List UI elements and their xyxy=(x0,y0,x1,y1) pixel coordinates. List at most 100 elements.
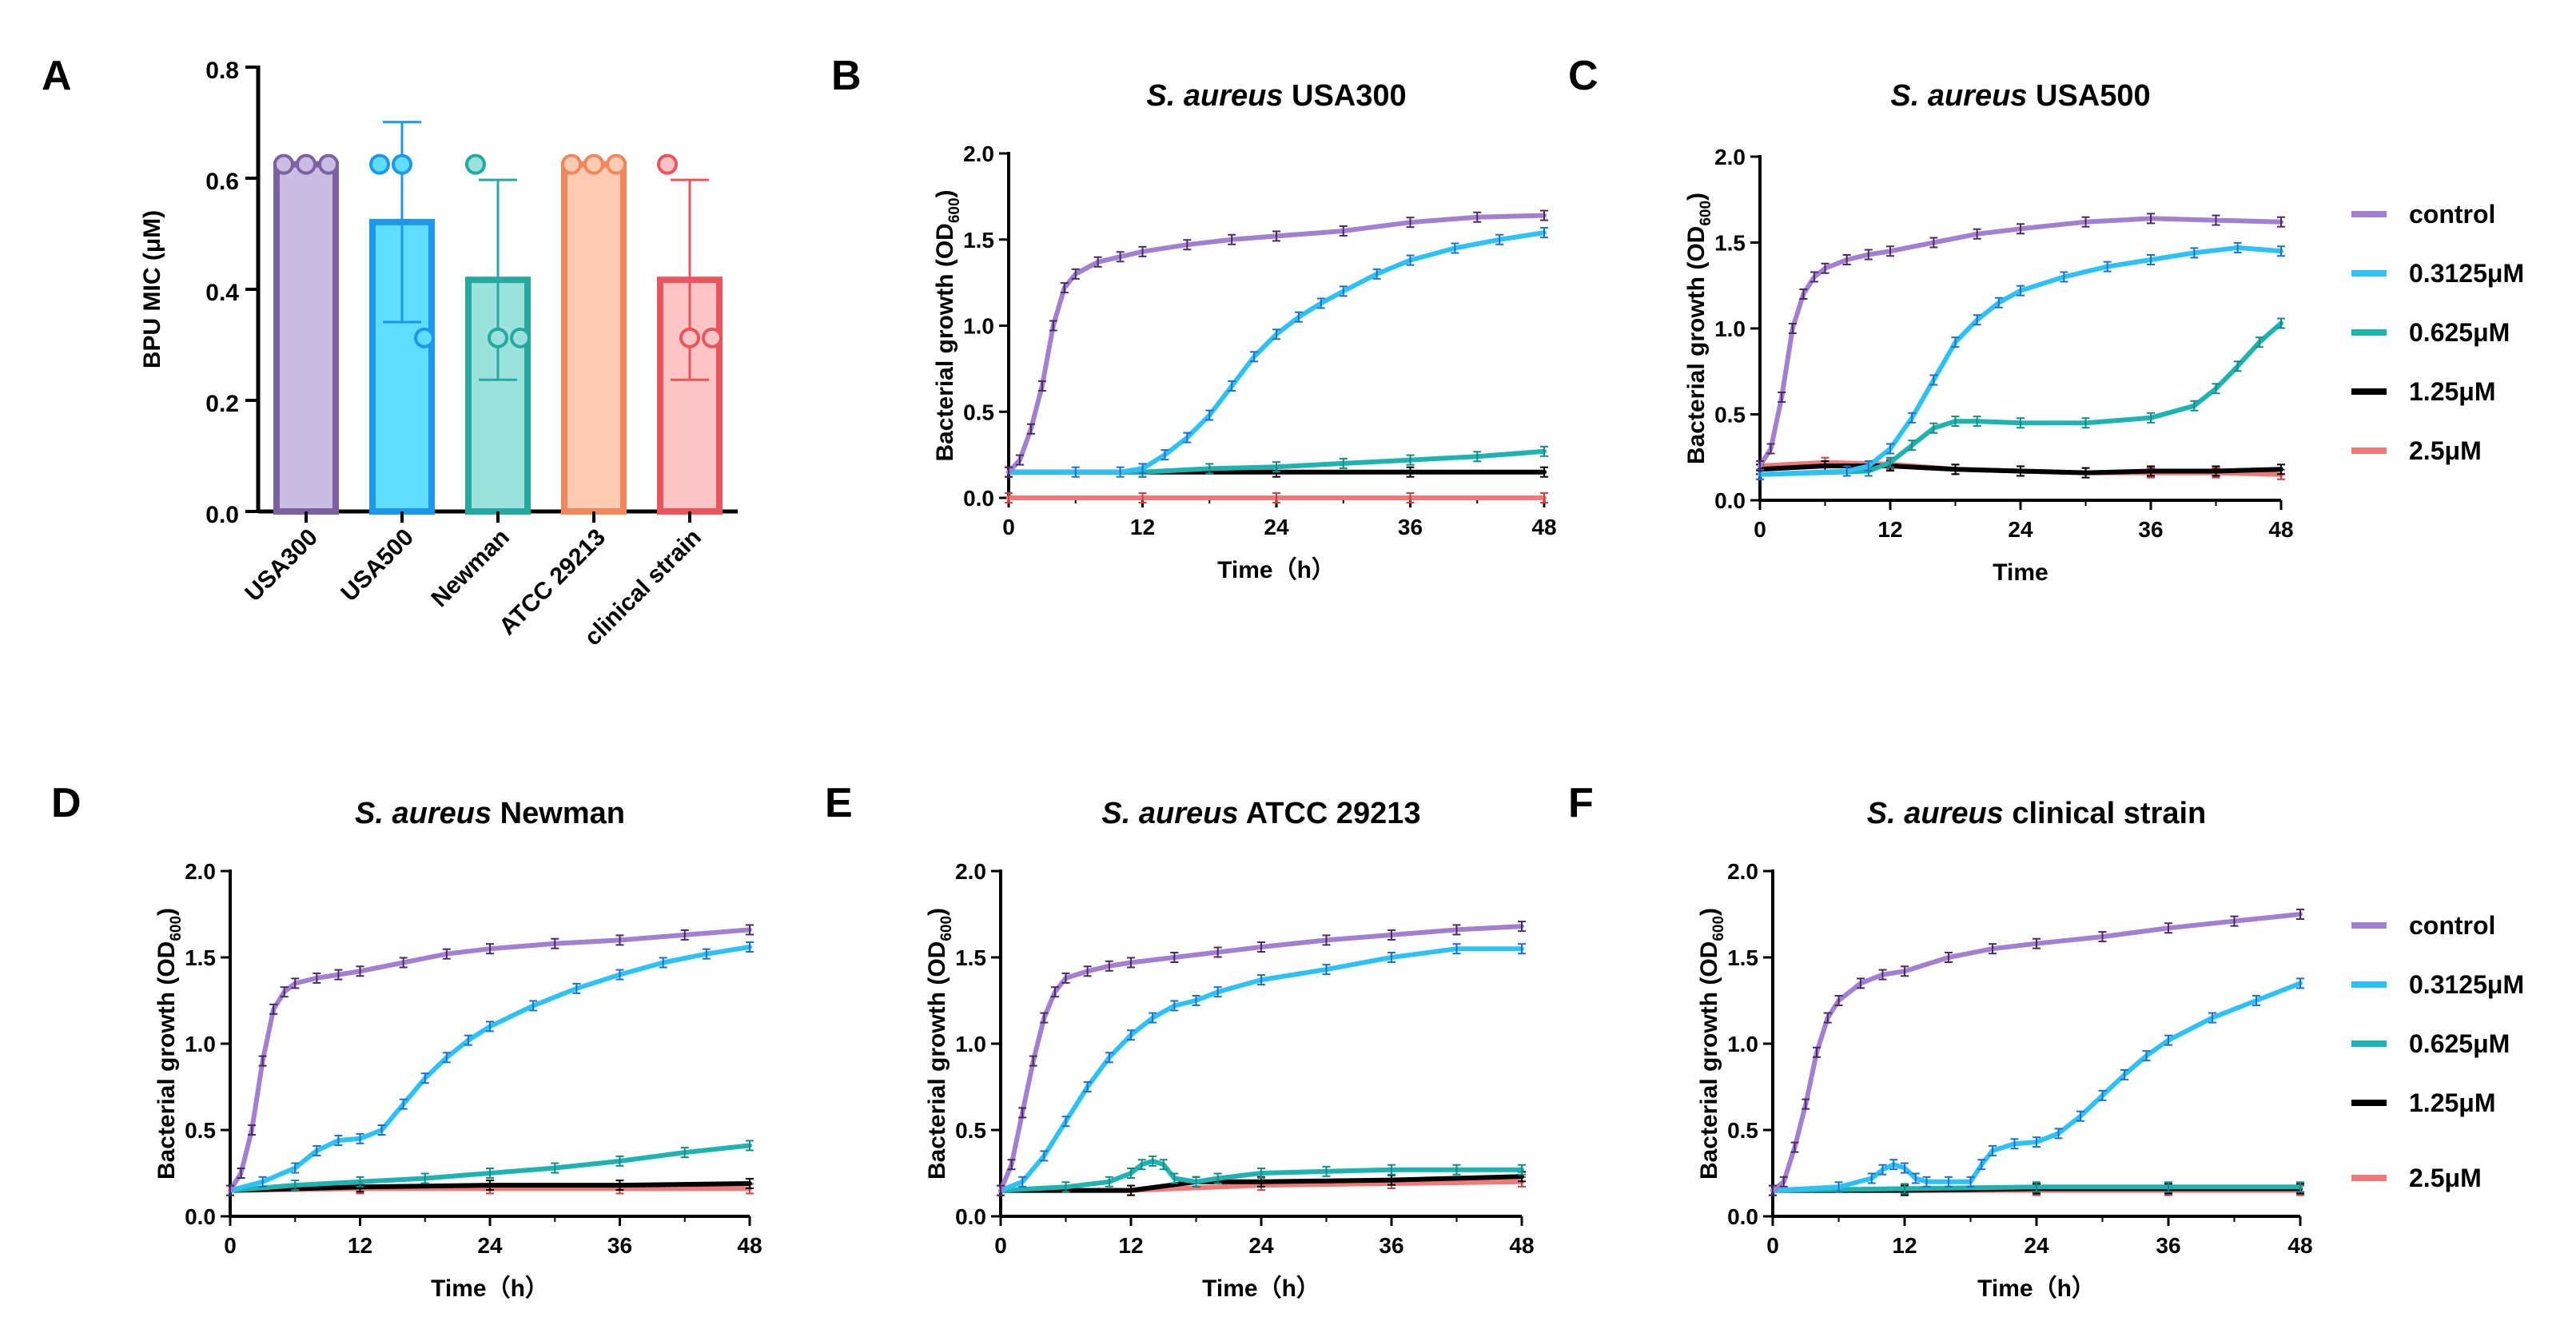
series-0.625μM xyxy=(1758,320,2283,477)
y-tick-label: 0.0 xyxy=(955,1204,986,1229)
y-axis-label-main: Bacterial growth (OD xyxy=(932,223,958,461)
x-tick-label: 48 xyxy=(2268,517,2293,542)
y-axis-label-sub: 600 xyxy=(1710,916,1727,941)
y-tick-label: 0.5 xyxy=(1714,403,1746,428)
legend-label: 1.25μM xyxy=(2409,377,2496,406)
x-tick-label: 48 xyxy=(1509,1233,1534,1258)
y-tick-label: 0.6 xyxy=(205,169,239,195)
x-tick-label: 12 xyxy=(1130,515,1155,539)
title-strain: USA300 xyxy=(1283,79,1406,113)
x-tick-label: 12 xyxy=(348,1233,372,1258)
x-tick-label: 0 xyxy=(1766,1233,1779,1258)
bar-3 xyxy=(561,161,627,515)
data-point xyxy=(273,153,294,175)
series-control xyxy=(1770,912,2303,1193)
y-tick-label: 0.8 xyxy=(205,58,239,84)
y-tick-label: 2.0 xyxy=(185,859,216,884)
y-tick-label: 0.5 xyxy=(963,400,994,424)
panel-d: D S. aureus Newman 0.0 0.5 1.0 1.5 2.0 0 12 24 36 4… xyxy=(51,780,762,1302)
y-tick-label: 1.0 xyxy=(1714,316,1746,341)
data-point xyxy=(510,327,531,348)
panel-b: B S. aureus USA300 0.0 0.5 1.0 1.5 2.0 0 12 24 36 4… xyxy=(831,53,1557,583)
chart-title: S. aureus USA500 xyxy=(1890,79,2150,113)
y-tick-label: 1.5 xyxy=(963,228,994,253)
y-axis-label-main: Bacterial growth (OD xyxy=(1683,226,1710,464)
x-tick-label: 0 xyxy=(1002,515,1015,539)
legend-label: control xyxy=(2409,200,2495,229)
chart-title: S. aureus Newman xyxy=(355,797,625,830)
title-strain: Newman xyxy=(492,797,625,830)
y-tick-label: 2.0 xyxy=(1727,859,1758,884)
data-point xyxy=(583,153,604,175)
y-axis-label-sub: 600 xyxy=(168,916,185,941)
y-tick-label: 1.5 xyxy=(1727,945,1758,970)
y-axis-label: BPU MIC (μM) xyxy=(139,210,165,368)
title-species: S. aureus xyxy=(355,797,492,830)
chart-title: S. aureus ATCC 29213 xyxy=(1101,797,1420,830)
x-axis-label: Time（h） xyxy=(1977,1275,2096,1302)
y-axis-label-end: ) xyxy=(932,189,958,197)
x-tick-label-0: USA300 xyxy=(240,524,323,607)
data-point xyxy=(318,153,339,175)
x-tick-label: 0 xyxy=(224,1233,237,1258)
y-axis-label: Bacterial growth (OD600) xyxy=(932,189,963,461)
series-control xyxy=(228,927,752,1193)
x-tick-label: 12 xyxy=(1892,1233,1917,1258)
series-control xyxy=(1006,213,1547,475)
data-point xyxy=(488,327,508,348)
y-tick-label: 0.0 xyxy=(1714,488,1746,513)
y-tick-label: 0.5 xyxy=(955,1118,986,1143)
y-tick-label: 1.5 xyxy=(185,945,216,970)
y-tick-label: 1.0 xyxy=(963,314,994,339)
panel-e: E S. aureus ATCC 29213 0.0 0.5 1.0 1.5 2.0 0 12 2… xyxy=(825,780,1535,1302)
y-axis-label: Bacterial growth (OD600) xyxy=(924,908,955,1180)
title-species: S. aureus xyxy=(1101,797,1238,830)
x-tick-label: 0 xyxy=(994,1233,1007,1258)
series-0.3125μM xyxy=(1758,245,2283,477)
data-point xyxy=(657,153,678,175)
y-tick-label: 2.0 xyxy=(955,859,986,884)
title-strain: clinical strain xyxy=(2004,797,2206,830)
title-species: S. aureus xyxy=(1890,79,2027,113)
y-tick-label: 0.5 xyxy=(185,1118,216,1143)
legend-label: 1.25μM xyxy=(2409,1088,2496,1117)
y-tick-label: 0.2 xyxy=(205,391,239,417)
legend-label: 0.625μM xyxy=(2409,1029,2510,1058)
y-tick-label: 0.0 xyxy=(963,486,994,511)
x-tick-label: 48 xyxy=(1531,515,1556,539)
x-axis-label: Time（h） xyxy=(1202,1275,1320,1302)
y-axis-label-sub: 600 xyxy=(1698,201,1714,226)
legend-label: 0.625μM xyxy=(2409,318,2510,347)
y-axis-label-end: ) xyxy=(924,908,950,916)
y-tick-label: 2.0 xyxy=(1714,145,1746,169)
y-tick-label: 1.0 xyxy=(185,1032,216,1056)
legend-label: 0.3125μM xyxy=(2409,259,2524,288)
x-tick-label: 36 xyxy=(2156,1233,2180,1258)
series-control xyxy=(1758,216,2283,468)
x-tick-label: 36 xyxy=(1379,1233,1403,1258)
x-tick-label: 48 xyxy=(737,1233,762,1258)
legend-1: control 0.3125μM 0.625μM 1.25μM 2.5μM xyxy=(2351,200,2524,465)
y-tick-label: 0.5 xyxy=(1727,1118,1758,1143)
x-tick-label: 0 xyxy=(1754,517,1766,542)
x-axis-label: Time（h） xyxy=(431,1275,549,1302)
y-tick-label: 0.4 xyxy=(205,280,239,306)
y-tick-label: 0.0 xyxy=(205,502,239,528)
x-tick-label: 24 xyxy=(2024,1233,2049,1258)
panel-letter-b: B xyxy=(831,53,862,99)
data-point xyxy=(561,153,582,175)
chart-title: S. aureus clinical strain xyxy=(1867,797,2207,830)
data-point xyxy=(414,327,435,348)
data-point xyxy=(679,327,700,348)
series-1.25μM xyxy=(998,1174,1524,1193)
x-tick-label-1: USA500 xyxy=(336,524,419,607)
series-0.3125μM xyxy=(228,945,752,1193)
y-axis-label-main: Bacterial growth (OD xyxy=(924,941,950,1180)
x-tick-label: 12 xyxy=(1877,517,1902,542)
panel-c: C S. aureus USA500 0.0 0.5 1.0 1.5 2.0 0 12 24 36 4… xyxy=(1568,53,2294,586)
y-axis-label: Bacterial growth (OD600) xyxy=(153,908,185,1180)
panel-letter-f: F xyxy=(1568,780,1594,826)
y-tick-label: 0.0 xyxy=(185,1204,216,1229)
legend-label: 0.3125μM xyxy=(2409,970,2524,999)
